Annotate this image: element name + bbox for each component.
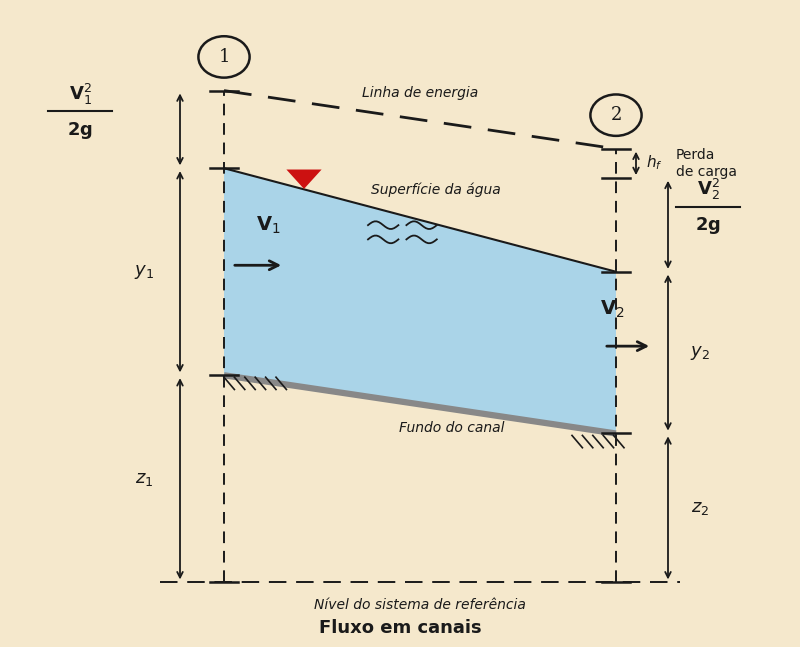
Text: de carga: de carga	[676, 165, 737, 179]
Text: $y_2$: $y_2$	[690, 344, 710, 362]
Text: $\mathbf{V}_2$: $\mathbf{V}_2$	[600, 299, 624, 320]
Text: $y_1$: $y_1$	[134, 263, 154, 281]
Text: 2: 2	[610, 106, 622, 124]
Text: 1: 1	[218, 48, 230, 66]
Text: $h_f$: $h_f$	[646, 154, 663, 172]
Text: Nível do sistema de referência: Nível do sistema de referência	[314, 598, 526, 613]
Text: $\mathbf{V}_2^2$: $\mathbf{V}_2^2$	[697, 177, 719, 202]
Text: $\mathbf{2g}$: $\mathbf{2g}$	[695, 215, 721, 236]
Text: Linha de energia: Linha de energia	[362, 86, 478, 100]
Polygon shape	[286, 170, 322, 189]
Polygon shape	[224, 168, 616, 433]
Text: Fundo do canal: Fundo do canal	[399, 421, 505, 435]
Text: $z_1$: $z_1$	[135, 470, 153, 488]
Text: $\mathbf{V}_1$: $\mathbf{V}_1$	[256, 215, 280, 236]
Text: $z_2$: $z_2$	[691, 499, 709, 517]
Text: Perda: Perda	[676, 148, 715, 162]
Text: $\mathbf{V}_1^2$: $\mathbf{V}_1^2$	[69, 82, 91, 107]
Text: Superfície da água: Superfície da água	[371, 183, 501, 197]
Text: $\mathbf{2g}$: $\mathbf{2g}$	[67, 120, 93, 140]
Text: Fluxo em canais: Fluxo em canais	[318, 619, 482, 637]
